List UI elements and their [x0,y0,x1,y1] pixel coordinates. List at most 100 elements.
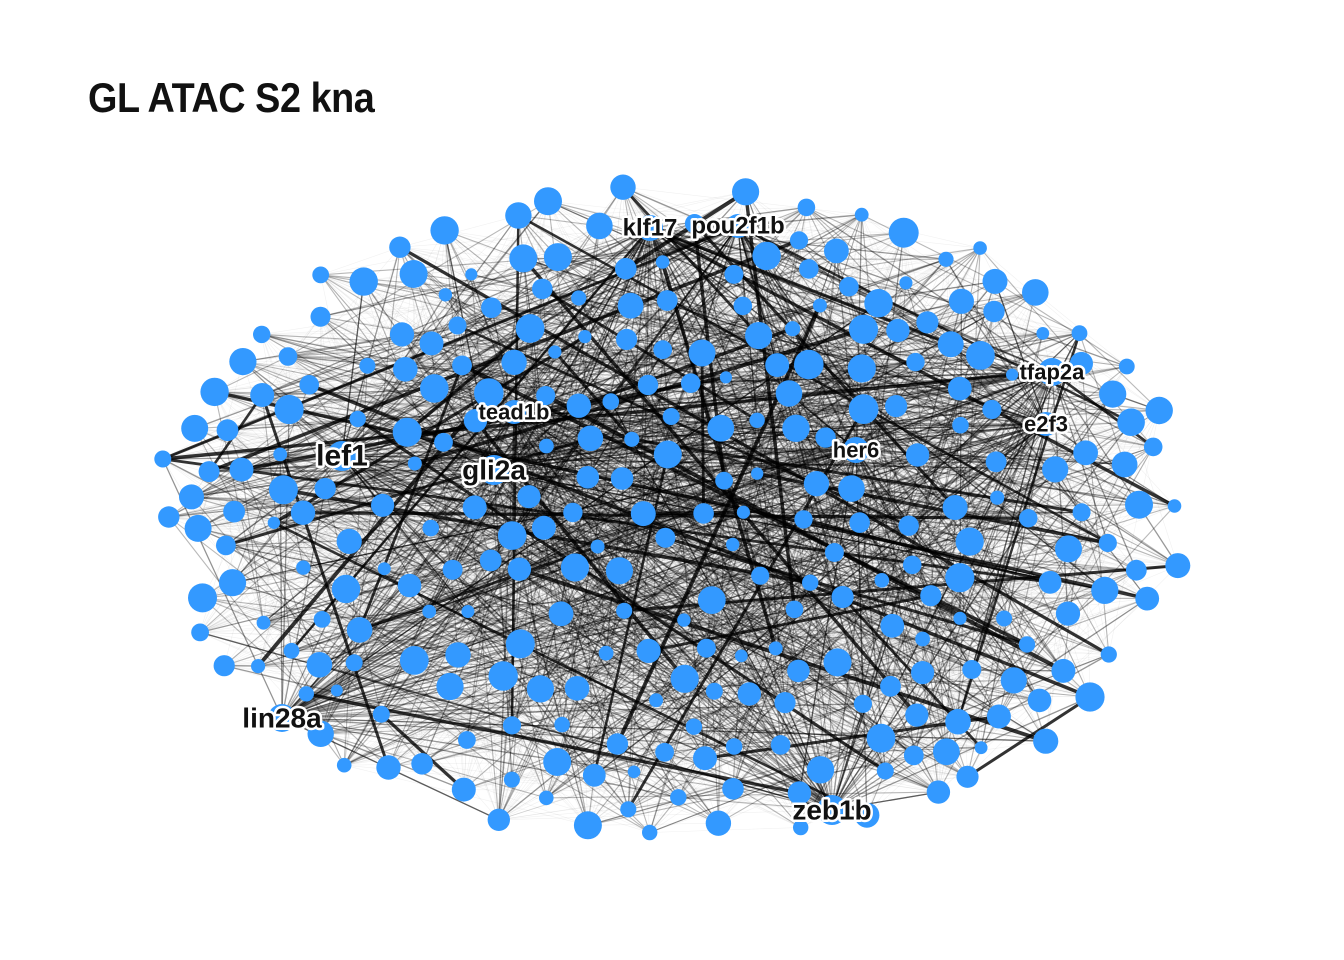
edge [511,535,629,810]
edge [428,469,495,612]
edge [168,516,598,547]
edge [805,207,1083,513]
edge [800,388,961,828]
node [268,475,298,505]
edge [995,333,1044,462]
edge [225,544,838,663]
edge [261,333,515,413]
edge [996,497,1091,698]
edge [819,305,923,673]
edge [649,227,767,257]
edge [677,247,981,798]
edge [625,268,918,716]
edge [429,368,862,612]
edge [320,316,623,479]
edge [428,288,543,612]
edge [491,307,961,619]
node [487,808,510,831]
edge [831,301,963,811]
edge [798,449,857,794]
edge [199,382,691,633]
edge [262,394,761,576]
edge [623,368,863,612]
edge [202,597,459,656]
node [290,500,316,525]
edge [737,225,1028,645]
node [256,615,271,630]
node [653,340,673,360]
edge [622,187,663,350]
edge [895,405,1109,544]
node [854,207,869,222]
edge [357,201,549,420]
edge [917,454,932,596]
edge [309,384,515,413]
edge [742,305,1028,645]
edge [798,670,882,739]
edge [861,214,961,426]
edge [664,721,959,753]
edge [445,294,1051,583]
edge [233,511,264,623]
edge [399,246,962,302]
edge [594,737,882,776]
node [509,244,538,273]
edge [345,384,649,590]
edge [320,672,923,735]
edge [743,511,913,566]
edge [825,437,833,811]
edge [557,257,679,798]
edge [191,496,576,568]
node [770,735,791,755]
edge [862,409,993,704]
node [656,290,678,311]
node [677,613,691,627]
edge [711,599,750,695]
edge [648,305,744,651]
edge [320,401,612,734]
node [885,395,908,418]
edge [624,454,918,612]
edge [740,655,833,811]
edge [354,662,1064,672]
edge [341,281,365,457]
edge [405,369,886,772]
edge [263,552,835,623]
edge [655,300,668,701]
edge [357,418,465,790]
node [937,331,964,358]
edge [597,439,633,547]
edge [980,311,995,748]
edge [617,700,1040,745]
edge [557,755,914,763]
edge [545,364,778,799]
edge [319,420,476,665]
node [864,289,893,318]
edge [401,334,706,759]
edge [287,356,666,539]
edge [303,567,715,692]
edge [628,525,909,810]
edge [912,564,1069,615]
node [610,467,634,490]
node [448,316,467,335]
edge [413,273,495,471]
node [785,600,804,619]
edge [665,537,781,746]
edge [775,332,1080,649]
edge [320,316,715,692]
edge [648,349,663,651]
node [422,604,437,619]
edge [198,528,1178,566]
node [1125,559,1147,581]
node [310,306,331,327]
node-label-pou2f1b: pou2f1b [691,213,784,240]
node [831,585,854,609]
node [445,642,471,668]
edge [825,437,1140,505]
edge [701,352,1056,470]
edge [684,368,863,679]
node [848,314,879,344]
edge [357,418,1040,701]
edge [198,528,715,692]
